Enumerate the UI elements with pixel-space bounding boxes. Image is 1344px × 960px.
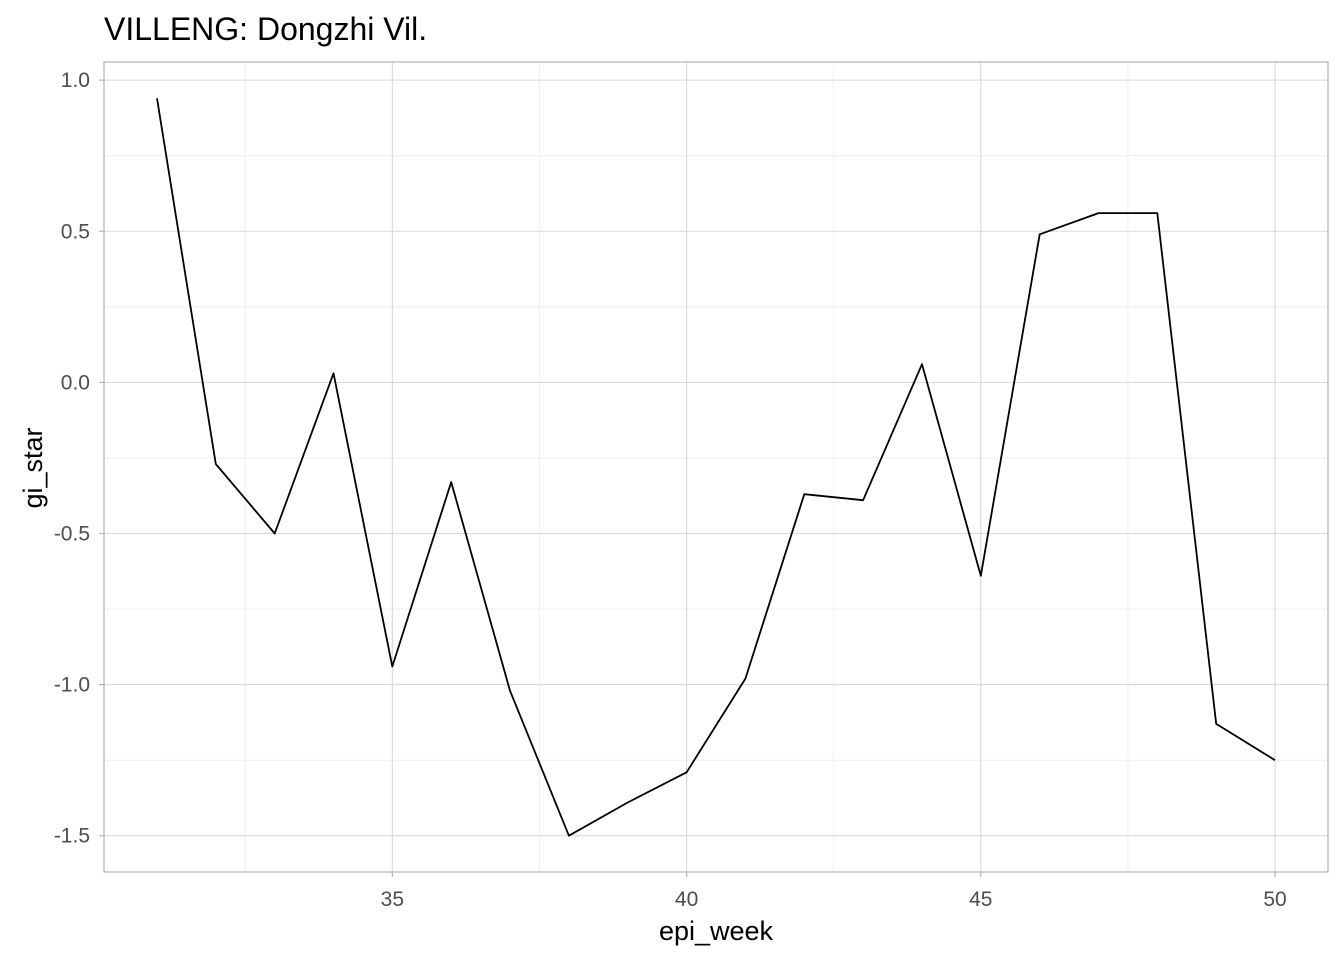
y-tick-label: 0.5: [61, 220, 90, 243]
x-tick-label: 45: [969, 888, 992, 911]
x-tick-label: 40: [675, 888, 698, 911]
x-tick-label: 35: [381, 888, 404, 911]
y-axis-title: gi_star: [18, 427, 48, 508]
y-tick-label: -0.5: [54, 522, 90, 545]
y-tick-label: -1.5: [54, 825, 90, 848]
y-tick-label: 0.0: [61, 371, 90, 394]
grid: [104, 62, 1328, 872]
plot-panel: [103, 61, 1329, 873]
x-tick-label: 50: [1263, 888, 1286, 911]
x-axis-title: epi_week: [659, 916, 774, 946]
y-axis-ticks: 1.0 0.5 0.0 -0.5 -1.0 -1.5: [54, 69, 104, 848]
y-tick-label: 1.0: [61, 69, 90, 92]
x-axis-ticks: 35 40 45 50: [381, 872, 1287, 911]
y-tick-label: -1.0: [54, 674, 90, 697]
series-line-gi-star: [156, 98, 1276, 837]
chart-title: VILLENG: Dongzhi Vil.: [104, 11, 427, 47]
